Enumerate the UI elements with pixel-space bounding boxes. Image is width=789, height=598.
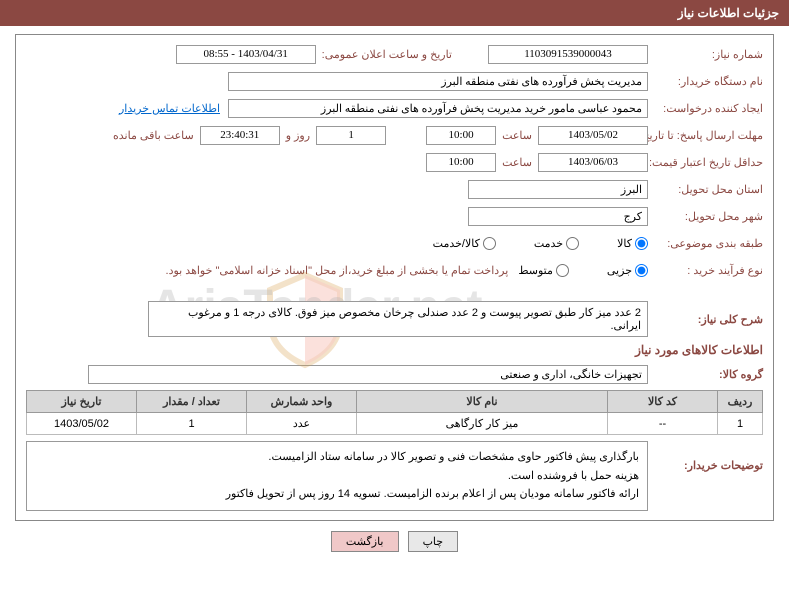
deadline-days: 1 bbox=[316, 126, 386, 145]
td-name: میز کار کارگاهی bbox=[357, 413, 608, 435]
reqno-value: 1103091539000043 bbox=[488, 45, 648, 64]
validity-time-label: ساعت bbox=[496, 156, 538, 169]
td-code: -- bbox=[608, 413, 718, 435]
process-radios: جزیی متوسط bbox=[518, 264, 648, 277]
radio-service-label: خدمت bbox=[534, 237, 563, 250]
requester-value: محمود عباسی مامور خرید مدیریت پخش فرآورد… bbox=[228, 99, 648, 118]
th-date: تاریخ نیاز bbox=[27, 391, 137, 413]
button-row: چاپ بازگشت bbox=[0, 531, 789, 552]
td-row: 1 bbox=[718, 413, 763, 435]
page-title: جزئیات اطلاعات نیاز bbox=[678, 6, 779, 20]
th-row: ردیف bbox=[718, 391, 763, 413]
validity-label: حداقل تاریخ اعتبار قیمت: تا تاریخ: bbox=[648, 156, 763, 169]
radio-medium-label: متوسط bbox=[518, 264, 553, 277]
radio-goods[interactable] bbox=[635, 237, 648, 250]
province-label: استان محل تحویل: bbox=[648, 183, 763, 196]
buyernote-line: بارگذاری پیش فاکتور حاوی مشخصات فنی و تص… bbox=[35, 448, 639, 467]
process-label: نوع فرآیند خرید : bbox=[648, 264, 763, 277]
th-code: کد کالا bbox=[608, 391, 718, 413]
radio-minor-label: جزیی bbox=[607, 264, 632, 277]
td-date: 1403/05/02 bbox=[27, 413, 137, 435]
validity-time: 10:00 bbox=[426, 153, 496, 172]
page-header: جزئیات اطلاعات نیاز bbox=[0, 0, 789, 26]
buyernotes-label: توضیحات خریدار: bbox=[648, 441, 763, 511]
buyernotes-box: بارگذاری پیش فاکتور حاوی مشخصات فنی و تص… bbox=[26, 441, 648, 511]
buyerorg-label: نام دستگاه خریدار: bbox=[648, 75, 763, 88]
back-button[interactable]: بازگشت bbox=[331, 531, 399, 552]
process-note: پرداخت تمام یا بخشی از مبلغ خرید،از محل … bbox=[166, 264, 509, 277]
main-form: شماره نیاز: 1103091539000043 تاریخ و ساع… bbox=[15, 34, 774, 521]
th-qty: تعداد / مقدار bbox=[137, 391, 247, 413]
reqno-label: شماره نیاز: bbox=[648, 48, 763, 61]
announce-value: 1403/04/31 - 08:55 bbox=[176, 45, 316, 64]
buyerorg-value: مدیریت پخش فرآورده های نفتی منطقه البرز bbox=[228, 72, 648, 91]
city-value: کرج bbox=[468, 207, 648, 226]
print-button[interactable]: چاپ bbox=[408, 531, 459, 552]
th-unit: واحد شمارش bbox=[247, 391, 357, 413]
radio-service[interactable] bbox=[566, 237, 579, 250]
table-header-row: ردیف کد کالا نام کالا واحد شمارش تعداد /… bbox=[27, 391, 763, 413]
td-qty: 1 bbox=[137, 413, 247, 435]
deadline-time-label: ساعت bbox=[496, 129, 538, 142]
category-label: طبقه بندی موضوعی: bbox=[648, 237, 763, 250]
deadline-remain-label: ساعت باقی مانده bbox=[107, 129, 200, 142]
radio-both[interactable] bbox=[483, 237, 496, 250]
deadline-time: 10:00 bbox=[426, 126, 496, 145]
goodsgroup-value: تجهیزات خانگی، اداری و صنعتی bbox=[88, 365, 648, 384]
province-value: البرز bbox=[468, 180, 648, 199]
validity-date: 1403/06/03 bbox=[538, 153, 648, 172]
td-unit: عدد bbox=[247, 413, 357, 435]
deadline-remain: 23:40:31 bbox=[200, 126, 280, 145]
deadline-label: مهلت ارسال پاسخ: تا تاریخ: bbox=[648, 129, 763, 142]
contact-link[interactable]: اطلاعات تماس خریدار bbox=[119, 102, 220, 115]
th-name: نام کالا bbox=[357, 391, 608, 413]
goods-section-title: اطلاعات کالاهای مورد نیاز bbox=[26, 343, 763, 357]
city-label: شهر محل تحویل: bbox=[648, 210, 763, 223]
buyernote-line: ارائه فاکتور سامانه مودیان پس از اعلام ب… bbox=[35, 485, 639, 504]
radio-minor[interactable] bbox=[635, 264, 648, 277]
requester-label: ایجاد کننده درخواست: bbox=[648, 102, 763, 115]
deadline-days-label: روز و bbox=[280, 129, 316, 142]
radio-medium[interactable] bbox=[556, 264, 569, 277]
announce-label: تاریخ و ساعت اعلان عمومی: bbox=[316, 48, 458, 61]
summary-label: شرح کلی نیاز: bbox=[648, 313, 763, 326]
radio-goods-label: کالا bbox=[617, 237, 632, 250]
table-row: 1 -- میز کار کارگاهی عدد 1 1403/05/02 bbox=[27, 413, 763, 435]
summary-value: 2 عدد میز کار طبق تصویر پیوست و 2 عدد صن… bbox=[148, 301, 648, 337]
category-radios: کالا خدمت کالا/خدمت bbox=[433, 237, 648, 250]
goodsgroup-label: گروه کالا: bbox=[648, 368, 763, 381]
goods-table: ردیف کد کالا نام کالا واحد شمارش تعداد /… bbox=[26, 390, 763, 435]
radio-both-label: کالا/خدمت bbox=[433, 237, 480, 250]
buyernote-line: هزینه حمل با فروشنده است. bbox=[35, 467, 639, 486]
deadline-date: 1403/05/02 bbox=[538, 126, 648, 145]
